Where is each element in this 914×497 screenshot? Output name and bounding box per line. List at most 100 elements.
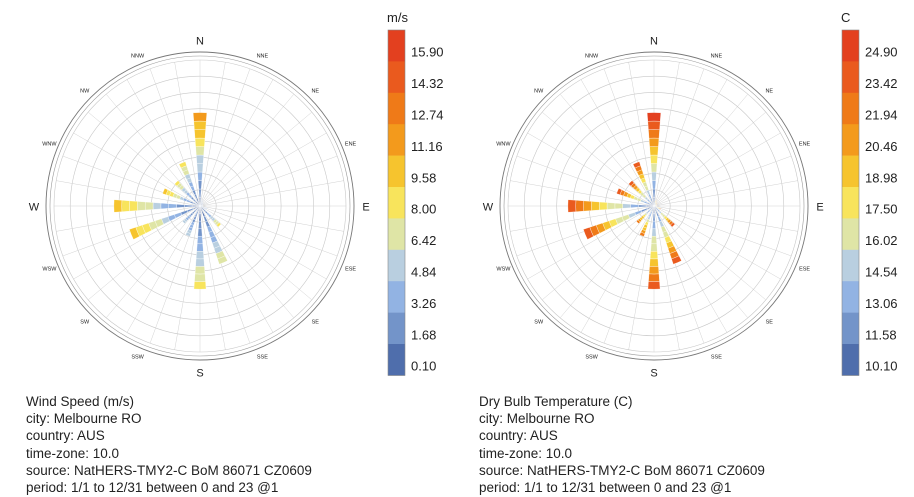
grid-spoke [541,205,655,301]
petal-bin [655,200,657,202]
petal-bin [193,120,207,130]
grid-spoke [105,205,201,319]
direction-label-nne: NNE [711,53,723,59]
petal-bin [630,204,639,208]
grid-spoke [174,62,201,207]
petal-bin [205,207,208,210]
legend-swatch [388,249,405,282]
petal-bin [659,207,662,210]
petal-bin [184,204,193,208]
legend-swatch [388,30,405,62]
legend-label: 11.16 [411,139,443,154]
grid-spoke [199,205,226,350]
petal-bin [650,163,658,173]
grid-spoke [580,79,655,207]
petal-bin [198,220,202,229]
direction-label-ne: NE [765,89,773,95]
grid-spoke [653,111,767,207]
grid-spoke [580,205,655,333]
legend-swatch [842,187,859,219]
petal-bin [606,202,616,210]
outer-ring-inner [503,55,805,357]
grid-spoke [653,155,792,207]
legend-swatch [842,30,859,62]
petal-bin [194,129,206,139]
info-period: period: 1/1 to 12/31 between 0 and 23 @1 [26,480,279,496]
legend-label: 20.46 [865,139,898,154]
petal-bin [185,231,192,237]
direction-label-e: E [816,202,823,214]
petal-bin [628,180,635,187]
petal-bin [567,199,577,213]
petals [113,112,228,290]
grid-spoke [653,93,749,207]
petal-bin [182,219,187,224]
petal-bin [648,273,660,282]
petal-bin [648,266,660,275]
petal-bin [583,227,594,240]
petal-bin [591,201,600,211]
petal-bin [651,180,657,190]
grid-spoke [126,205,201,333]
direction-label-sw: SW [534,319,544,325]
direction-label-sse: SSE [711,355,722,361]
direction-label-ssw: SSW [131,355,144,361]
petal-bin [647,120,661,130]
info-timezone: time-zone: 10.0 [26,445,120,461]
outer-ring [499,51,809,361]
direction-label-nw: NW [534,89,544,95]
color-legend: C 24.90 23.42 21.94 20.46 18.98 17.50 16.02 14.5… [841,10,898,376]
legend-label: 14.32 [411,76,444,91]
info-title: Dry Bulb Temperature (C) [479,394,633,409]
grid-spoke [653,180,798,207]
grid-spoke [56,180,201,207]
grid-spoke [87,111,201,207]
grid-spoke [199,68,251,207]
petal-bin [152,202,162,210]
grid-spoke [105,93,201,207]
grid-spoke [510,180,655,207]
info-city: city: Melbourne RO [26,411,142,427]
grid-spoke [199,132,327,207]
petal-bin [196,154,204,164]
legend-label: 3.26 [411,296,436,311]
petal-bin [646,112,662,122]
petal-bin [193,281,207,290]
petal-bin [176,204,185,208]
petal-bin [145,201,154,211]
legend-frame [841,29,860,376]
legend-label: 16.02 [865,233,898,248]
direction-label-se: SE [766,319,774,325]
petal-bin [657,215,662,223]
petal-bin [195,146,205,156]
grid-spoke [653,79,728,207]
legend-swatch [388,312,405,345]
petal-bin [652,220,656,229]
petal-bin [638,204,647,208]
petal-bin [632,161,641,169]
petal-bin [194,137,206,147]
legend-swatch [842,155,859,188]
direction-labels: N NNE NE ENE E ESE SE SSE S SSW SW WSW W WNW NW NNW [29,36,370,380]
petal-bin [649,146,659,156]
outer-ring [45,51,355,361]
petal-bin [647,281,661,290]
petal-bin [651,235,657,245]
direction-label-nw: NW [80,89,90,95]
legend-swatch [842,249,859,282]
direction-label-ese: ESE [345,266,356,272]
direction-label-s: S [650,368,657,380]
legend-swatch [388,124,405,156]
legend-frame [387,29,406,376]
petal-bin [656,202,658,204]
grid-spoke [126,79,201,207]
petal-bin [195,251,205,260]
legend-label: 9.58 [411,170,436,185]
petal-bin [614,202,623,210]
direction-label-nne: NNE [257,53,269,59]
grid-spoke [653,205,680,350]
grid-spoke [199,205,327,280]
petal-bin [583,200,592,212]
petal-bin [216,222,222,228]
petal-bin [174,180,181,187]
